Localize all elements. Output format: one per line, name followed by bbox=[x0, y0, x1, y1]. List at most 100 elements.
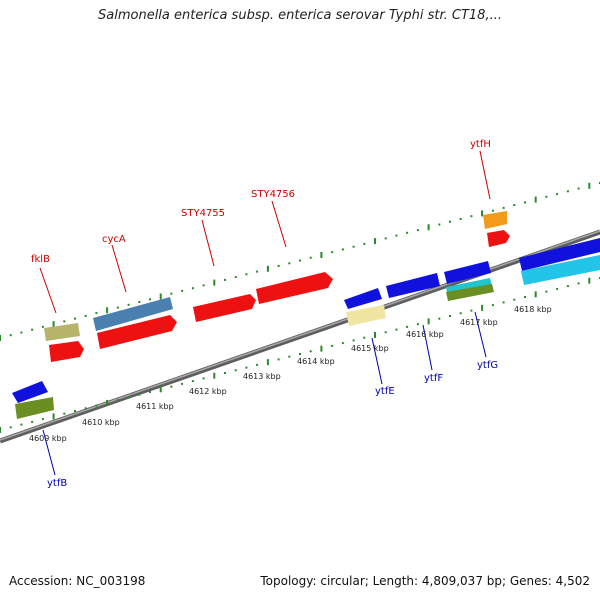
ring-dot bbox=[556, 193, 559, 196]
gene-label-ytfH[interactable]: ytfH bbox=[470, 139, 491, 150]
gene-fklB-upper[interactable] bbox=[44, 323, 80, 341]
ring-dot bbox=[331, 344, 334, 347]
ring-dot bbox=[502, 301, 505, 304]
ring-dot bbox=[524, 296, 526, 298]
ring-dot bbox=[106, 307, 109, 314]
ring-dot bbox=[41, 418, 44, 421]
ring-dot bbox=[170, 292, 173, 295]
ring-dot bbox=[191, 380, 194, 383]
ring-dot bbox=[427, 318, 430, 325]
ring-dot bbox=[213, 279, 216, 286]
gene-ytfB-green[interactable] bbox=[15, 397, 54, 419]
ring-dot bbox=[138, 301, 141, 303]
ring-dot bbox=[224, 278, 226, 281]
tick-label: 4614 kbp bbox=[297, 357, 335, 366]
ring-dot bbox=[491, 209, 494, 212]
ring-dot bbox=[331, 251, 334, 254]
ring-dot bbox=[149, 391, 151, 393]
gene-ytfH-red[interactable] bbox=[487, 230, 510, 247]
tick-label: 4617 kbp bbox=[460, 318, 498, 327]
ring-dot bbox=[416, 323, 419, 326]
gene-ytfE-yellow[interactable] bbox=[346, 305, 386, 326]
ring-dot bbox=[149, 298, 151, 301]
ring-dot bbox=[159, 386, 162, 393]
gene-label-ytfF[interactable]: ytfF bbox=[424, 373, 443, 384]
ring-dot bbox=[181, 382, 184, 385]
ring-dot bbox=[116, 306, 119, 309]
gene-label-STY4755[interactable]: STY4755 bbox=[181, 208, 225, 219]
ring-dot bbox=[352, 339, 355, 342]
ring-dot bbox=[299, 353, 301, 355]
gene-fklB-lower[interactable] bbox=[49, 341, 84, 362]
ring-dot bbox=[74, 317, 76, 320]
tick-label: 4609 kbp bbox=[29, 434, 67, 443]
gene-ytfH-orange[interactable] bbox=[483, 211, 507, 229]
accession-text: Accession: NC_003198 bbox=[9, 574, 146, 588]
ring-dot bbox=[406, 231, 409, 234]
gene-label-STY4756[interactable]: STY4756 bbox=[251, 189, 295, 200]
ring-dot bbox=[513, 204, 516, 207]
backbone bbox=[0, 229, 600, 444]
ring-dot bbox=[0, 335, 1, 341]
ring-dot bbox=[9, 426, 12, 429]
tick-label: 4612 kbp bbox=[189, 387, 227, 396]
ring-dot bbox=[245, 366, 248, 369]
ring-dot bbox=[374, 238, 376, 245]
ring-dot bbox=[491, 304, 494, 307]
gene-ytfB-blue[interactable] bbox=[12, 381, 48, 403]
gene-cycA-lower[interactable] bbox=[97, 315, 177, 349]
gene-label-ytfB[interactable]: ytfB bbox=[47, 478, 67, 489]
ring-dot bbox=[224, 372, 226, 374]
ring-dot bbox=[395, 328, 398, 331]
ring-dot bbox=[438, 317, 441, 320]
ring-dot bbox=[127, 303, 130, 306]
ring-dot bbox=[395, 234, 398, 237]
ring-dot bbox=[277, 358, 280, 361]
ring-dot bbox=[245, 273, 248, 276]
ring-dot bbox=[577, 282, 580, 285]
tick-label: 4618 kbp bbox=[514, 305, 552, 314]
ring-dot bbox=[202, 377, 205, 380]
gene-ytfG-blue[interactable] bbox=[444, 261, 491, 284]
ring-dot bbox=[116, 399, 119, 402]
ring-dot bbox=[234, 276, 237, 279]
ring-dot bbox=[106, 399, 109, 406]
gene-label-ytfG[interactable]: ytfG bbox=[477, 360, 498, 371]
gene-cycA-upper[interactable] bbox=[93, 297, 173, 331]
gene-STY4755[interactable] bbox=[193, 294, 256, 322]
tick-label: 4610 kbp bbox=[82, 418, 120, 427]
gene-label-ytfE[interactable]: ytfE bbox=[375, 386, 395, 397]
ring-dot bbox=[52, 321, 55, 328]
ring-dot bbox=[63, 412, 66, 415]
gene-labels: fklB cycA STY4755 STY4756 ytfH ytfB ytfE… bbox=[31, 139, 498, 489]
gene-features bbox=[12, 211, 600, 419]
ring-dot bbox=[416, 229, 419, 232]
ring-dot bbox=[320, 252, 323, 258]
ring-dot bbox=[63, 320, 66, 323]
ring-dot bbox=[288, 355, 291, 358]
ring-dot bbox=[438, 223, 441, 226]
ring-dot bbox=[309, 350, 312, 353]
ring-dot bbox=[427, 224, 430, 231]
ring-dot bbox=[341, 342, 344, 345]
ring-dot bbox=[288, 262, 291, 265]
ring-dot bbox=[95, 312, 98, 315]
ring-dot bbox=[170, 385, 173, 388]
ring-dot bbox=[406, 325, 409, 328]
ring-dot bbox=[309, 256, 312, 259]
gene-STY4756[interactable] bbox=[256, 272, 333, 304]
ring-dot bbox=[266, 359, 269, 366]
ring-dot bbox=[545, 290, 548, 293]
gene-ytfF-blue[interactable] bbox=[386, 273, 440, 298]
ring-dot bbox=[202, 284, 205, 287]
ring-dot bbox=[545, 195, 548, 198]
ring-dot bbox=[52, 413, 55, 420]
gene-right-blue[interactable] bbox=[519, 238, 600, 271]
gene-ytfE-blue[interactable] bbox=[344, 288, 382, 309]
gene-label-fklB[interactable]: fklB bbox=[31, 254, 50, 265]
gene-right-cyan[interactable] bbox=[521, 255, 600, 285]
tick-label: 4615 kbp bbox=[351, 344, 389, 353]
gene-label-cycA[interactable]: cycA bbox=[102, 234, 126, 245]
gene-ytfG-green[interactable] bbox=[446, 284, 494, 301]
